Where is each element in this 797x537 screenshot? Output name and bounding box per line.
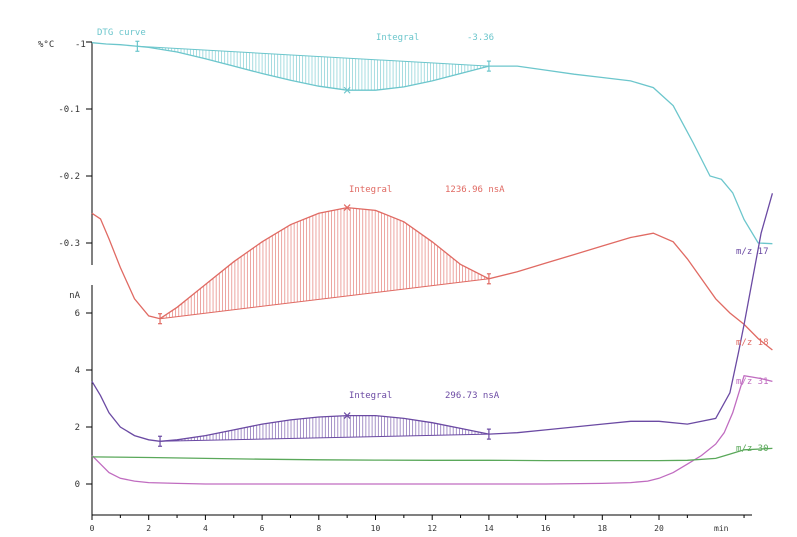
dtg-peak-marker (343, 86, 351, 94)
axes-group (86, 41, 752, 520)
x-tick-label: 18 (597, 524, 607, 533)
dtg-y-tick-label: -0.1 (58, 105, 80, 115)
chart-labels: -0.1 -0.2 -0.3 %°C -1 0 2 4 6 nA 0 2 4 6 8 10 12 14 16 18 20… (38, 28, 769, 533)
m-z-17-series-line (91, 193, 774, 442)
x-tick-label: 4 (203, 524, 208, 533)
x-tick-label: 0 (90, 524, 95, 533)
m-z-17-series-label: m/z 17 (736, 247, 769, 257)
m-z-31-series-label: m/z 31 (736, 377, 769, 387)
dtg-integral-label: Integral (376, 33, 419, 43)
dtg-y-tick-label: -0.2 (58, 172, 80, 182)
x-tick-label: 2 (146, 524, 151, 533)
x-tick-label: 12 (427, 524, 437, 533)
m-z-18-integral-baseline (159, 278, 489, 320)
m-z-31-series-line (91, 374, 773, 485)
dtg-integral-value: -3.36 (467, 33, 494, 43)
x-tick-label: 8 (316, 524, 321, 533)
ion-y-tick-label: 2 (75, 423, 80, 433)
x-tick-label: 20 (654, 524, 664, 533)
m-z-18-integral-value: 1236.96 nsA (445, 185, 505, 195)
x-tick-label: 14 (484, 524, 494, 533)
dtg-unit-label: %°C (38, 40, 54, 50)
ion-y-tick-label: 6 (75, 309, 80, 319)
m-z-17-peak-marker (343, 412, 351, 420)
m-z-17-integral-baseline (160, 433, 489, 442)
m-z-30-series-label: m/z 30 (736, 444, 769, 454)
m-z-17-integral-label: Integral (349, 391, 392, 401)
m-z-18-peak-marker (343, 204, 351, 211)
m-z-18-series-line (91, 206, 773, 351)
x-tick-label: 10 (371, 524, 381, 533)
x-tick-label: 6 (260, 524, 265, 533)
series-lines (91, 42, 774, 485)
ion-unit-label: nA (69, 291, 80, 301)
x-unit-label: min (714, 524, 729, 533)
x-tick-label: 16 (541, 524, 551, 533)
dtg-top-tick-label: -1 (75, 40, 86, 50)
m-z-17-integral-value: 296.73 nsA (445, 391, 500, 401)
dtg-y-tick-label: -0.3 (58, 239, 80, 249)
dtg-integral-baseline (137, 45, 489, 67)
m-z-30-series-line (91, 447, 773, 462)
ion-y-tick-label: 4 (75, 366, 80, 376)
m-z-18-integral-label: Integral (349, 185, 392, 195)
ion-y-tick-label: 0 (75, 480, 80, 490)
integral-fills (135, 40, 491, 447)
dtg-curve-line (91, 42, 773, 245)
m-z-18-series-label: m/z 18 (736, 338, 769, 348)
dtg-title: DTG curve (97, 28, 146, 38)
